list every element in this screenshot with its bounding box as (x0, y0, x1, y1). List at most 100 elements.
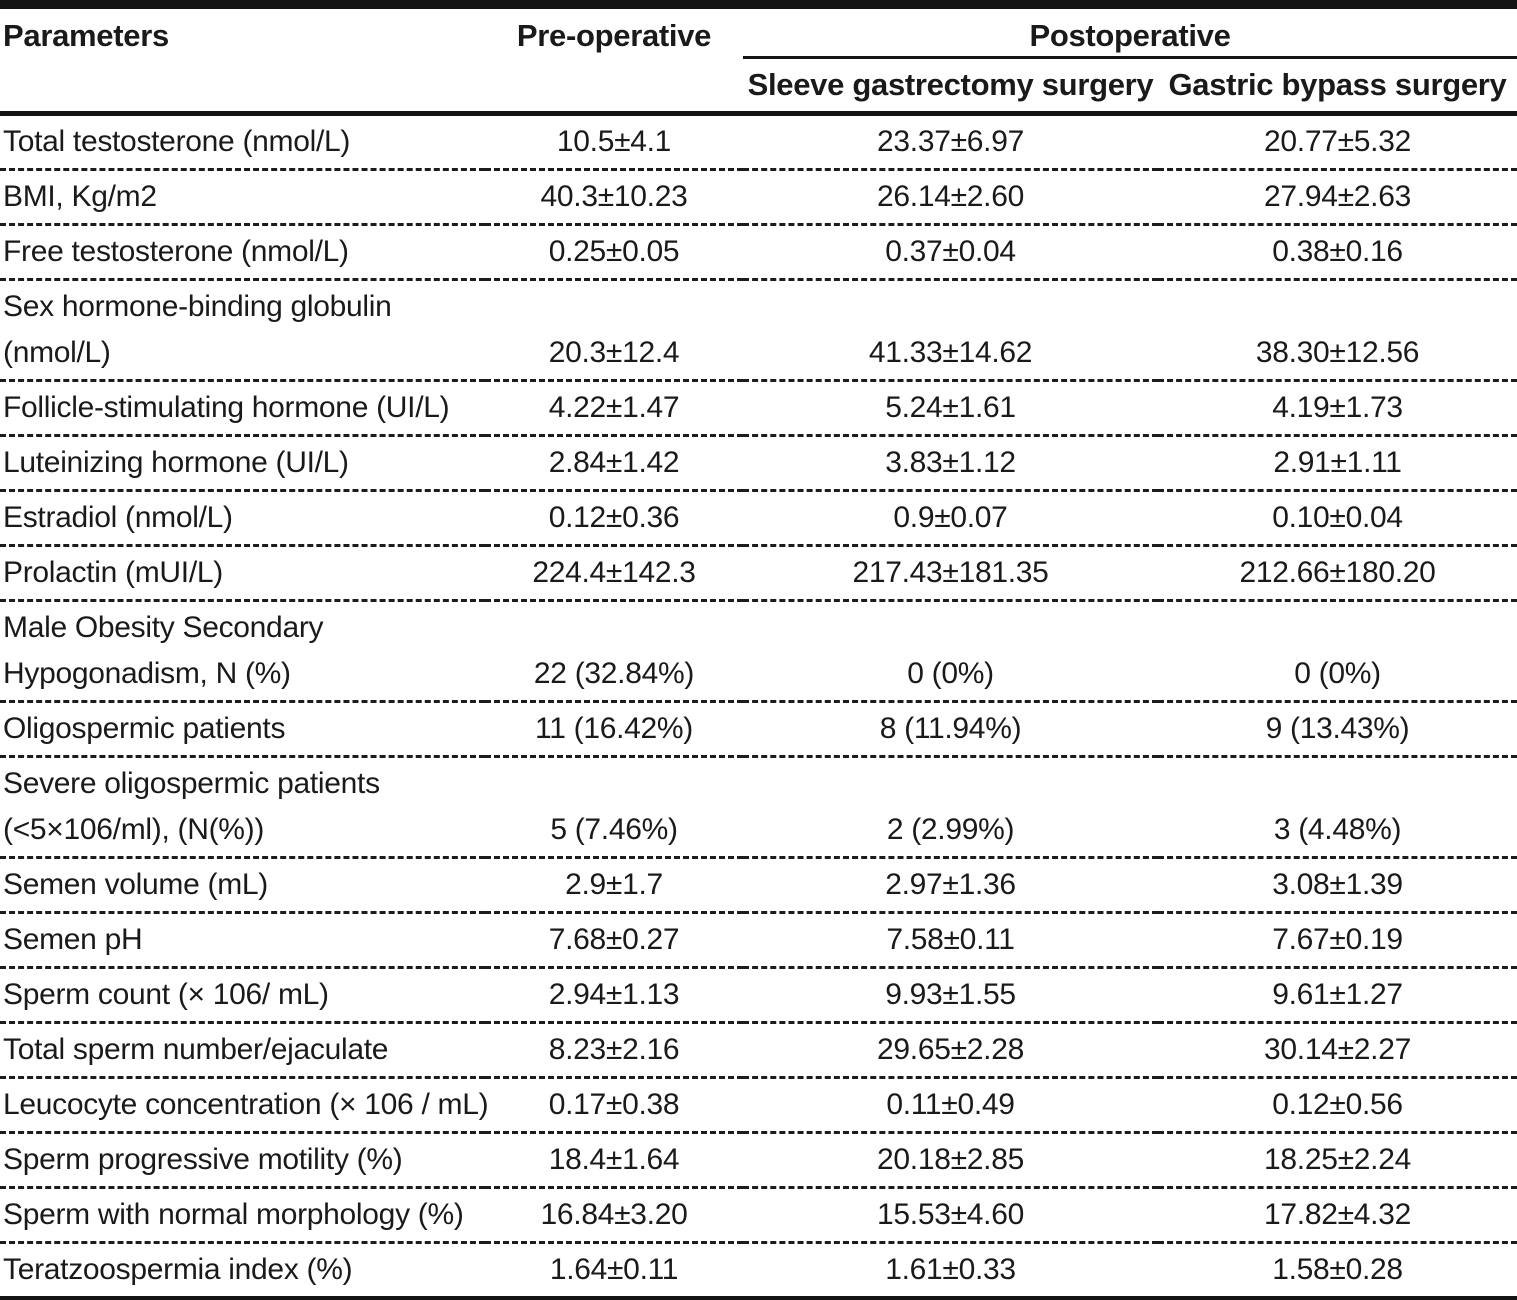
sleeve-gastrectomy-value-cell: 0.9±0.07 (893, 501, 1008, 534)
sleeve-gastrectomy-value-cell: 23.37±6.97 (877, 125, 1024, 158)
gastric-bypass-value-cell: 27.94±2.63 (1264, 180, 1411, 213)
pre-operative-value-cell: 2.84±1.42 (548, 446, 680, 479)
gastric-bypass-value-cell: 0.10±0.04 (1272, 501, 1403, 534)
pre-operative-value-cell: 20.3±12.4 (548, 336, 680, 369)
gastric-bypass-value-cell: 3 (4.48%) (1273, 813, 1402, 846)
table-row: Sperm with normal morphology (%) 16.84±3… (0, 1188, 1517, 1243)
gastric-bypass-value-cell: 38.30±12.56 (1255, 336, 1420, 369)
sleeve-gastrectomy-value-cell: 217.43±181.35 (852, 556, 1049, 589)
table-row: Follicle-stimulating hormone (UI/L) 4.22… (0, 381, 1517, 436)
gastric-bypass-value-cell: 0.12±0.56 (1272, 1088, 1403, 1121)
sleeve-gastrectomy-value-cell: 8 (11.94%) (879, 712, 1022, 745)
table-row: Luteinizing hormone (UI/L) 2.84±1.42 3.8… (0, 436, 1517, 491)
parameter-cell: Total sperm number/ejaculate (3, 1033, 389, 1066)
table-row: Prolactin (mUI/L) 224.4±142.3 217.43±181… (0, 546, 1517, 601)
sleeve-gastrectomy-value-cell: 2.97±1.36 (885, 868, 1016, 901)
table-row: Leucocyte concentration (× 106 / mL) 0.1… (0, 1078, 1517, 1133)
gastric-bypass-value-cell: 20.77±5.32 (1264, 125, 1411, 158)
gastric-bypass-value-cell: 18.25±2.24 (1264, 1143, 1411, 1176)
sleeve-gastrectomy-value-cell: 1.61±0.33 (885, 1253, 1016, 1286)
sleeve-gastrectomy-value-cell: 29.65±2.28 (877, 1033, 1024, 1066)
header-row-subcolumns: Sleeve gastrectomy surgery Gastric bypas… (0, 58, 1517, 114)
table-row: Oligospermic patients 11 (16.42%) 8 (11.… (0, 702, 1517, 757)
table-row: Sperm progressive motility (%) 18.4±1.64… (0, 1133, 1517, 1188)
gastric-bypass-value-cell: 3.08±1.39 (1272, 868, 1403, 901)
gastric-bypass-value-cell: 9 (13.43%) (1265, 712, 1410, 745)
column-group-header-postoperative: Postoperative (743, 4, 1517, 59)
parameter-cell: Estradiol (nmol/L) (3, 501, 233, 534)
parameter-cell: Follicle-stimulating hormone (UI/L) (3, 391, 450, 424)
table-row: Free testosterone (nmol/L) 0.25±0.05 0.3… (0, 225, 1517, 280)
sleeve-gastrectomy-value-cell: 9.93±1.55 (885, 978, 1016, 1011)
gastric-bypass-value-cell: 1.58±0.28 (1272, 1253, 1403, 1286)
parameter-cell: Semen pH (3, 923, 143, 956)
column-header-pre-operative: Pre-operative (516, 18, 712, 53)
sleeve-gastrectomy-value-cell: 41.33±14.62 (868, 336, 1033, 369)
table-row: Male Obesity Secondary Hypogonadism, N (… (0, 601, 1517, 702)
parameter-cell: Prolactin (mUI/L) (3, 556, 223, 589)
pre-operative-value-cell: 224.4±142.3 (532, 556, 696, 589)
gastric-bypass-value-cell: 4.19±1.73 (1272, 391, 1403, 424)
sleeve-gastrectomy-value-cell: 26.14±2.60 (877, 180, 1024, 213)
sleeve-gastrectomy-value-cell: 15.53±4.60 (877, 1198, 1024, 1231)
parameter-cell: Sex hormone-binding globulin (nmol/L) (3, 290, 392, 369)
parameter-cell: Oligospermic patients (3, 712, 286, 745)
table-row: BMI, Kg/m2 40.3±10.23 26.14±2.60 27.94±2… (0, 170, 1517, 225)
table-row: Severe oligospermic patients (<5×106/ml)… (0, 757, 1517, 858)
pre-operative-value-cell: 22 (32.84%) (533, 657, 695, 690)
pre-operative-value-cell: 4.22±1.47 (548, 391, 680, 424)
column-header-gastric-bypass: Gastric bypass surgery (1168, 67, 1507, 102)
parameter-cell: Leucocyte concentration (× 106 / mL) (3, 1088, 489, 1121)
gastric-bypass-value-cell: 212.66±180.20 (1239, 556, 1436, 589)
column-header-sleeve-gastrectomy: Sleeve gastrectomy surgery (747, 67, 1154, 102)
gastric-bypass-value-cell: 0 (0%) (1294, 657, 1381, 690)
gastric-bypass-value-cell: 7.67±0.19 (1272, 923, 1403, 956)
gastric-bypass-value-cell: 30.14±2.27 (1264, 1033, 1411, 1066)
table-row: Estradiol (nmol/L) 0.12±0.36 0.9±0.07 0.… (0, 491, 1517, 546)
parameter-cell: Male Obesity Secondary Hypogonadism, N (… (3, 611, 324, 690)
pre-operative-value-cell: 2.94±1.13 (548, 978, 680, 1011)
sleeve-gastrectomy-value-cell: 2 (2.99%) (886, 813, 1015, 846)
sleeve-gastrectomy-value-cell: 0 (0%) (907, 657, 994, 690)
pre-operative-value-cell: 8.23±2.16 (548, 1033, 680, 1066)
pre-operative-value-cell: 16.84±3.20 (540, 1198, 688, 1231)
pre-operative-value-cell: 2.9±1.7 (565, 868, 663, 901)
parameter-cell: Teratzoospermia index (%) (3, 1253, 353, 1286)
gastric-bypass-value-cell: 17.82±4.32 (1264, 1198, 1411, 1231)
gastric-bypass-value-cell: 0.38±0.16 (1272, 235, 1403, 268)
sleeve-gastrectomy-value-cell: 7.58±0.11 (886, 923, 1015, 956)
pre-operative-value-cell: 0.12±0.36 (548, 501, 680, 534)
table-row: Semen pH 7.68±0.27 7.58±0.11 7.67±0.19 (0, 913, 1517, 968)
pre-operative-value-cell: 7.68±0.27 (548, 923, 680, 956)
table-body: Total testosterone (nmol/L) 10.5±4.1 23.… (0, 114, 1517, 1298)
parameter-cell: Free testosterone (nmol/L) (3, 235, 349, 268)
table-row: Semen volume (mL) 2.9±1.7 2.97±1.36 3.08… (0, 858, 1517, 913)
header-row-groups: Parameters Pre-operative Postoperative (0, 4, 1517, 59)
pre-operative-value-cell: 5 (7.46%) (550, 813, 678, 846)
parameter-cell: Sperm count (× 106/ mL) (3, 978, 329, 1011)
parameter-cell: Severe oligospermic patients (<5×106/ml)… (3, 767, 380, 846)
table-row: Teratzoospermia index (%) 1.64±0.11 1.61… (0, 1243, 1517, 1298)
gastric-bypass-value-cell: 2.91±1.11 (1273, 446, 1402, 479)
pre-operative-value-cell: 1.64±0.11 (549, 1253, 679, 1286)
parameter-cell: Sperm with normal morphology (%) (3, 1198, 464, 1231)
sleeve-gastrectomy-value-cell: 5.24±1.61 (885, 391, 1016, 424)
parameter-cell: Sperm progressive motility (%) (3, 1143, 403, 1176)
pre-operative-value-cell: 0.25±0.05 (548, 235, 680, 268)
pre-operative-value-cell: 40.3±10.23 (540, 180, 688, 213)
table-row: Sperm count (× 106/ mL) 2.94±1.13 9.93±1… (0, 968, 1517, 1023)
sleeve-gastrectomy-value-cell: 3.83±1.12 (885, 446, 1016, 479)
parameter-cell: Total testosterone (nmol/L) (3, 125, 351, 158)
table-row: Total testosterone (nmol/L) 10.5±4.1 23.… (0, 114, 1517, 170)
pre-operative-value-cell: 0.17±0.38 (548, 1088, 680, 1121)
pre-operative-value-cell: 18.4±1.64 (548, 1143, 680, 1176)
parameter-cell: Semen volume (mL) (3, 868, 268, 901)
column-header-parameters: Parameters (3, 18, 169, 53)
table-header: Parameters Pre-operative Postoperative S… (0, 4, 1517, 114)
gastric-bypass-value-cell: 9.61±1.27 (1272, 978, 1403, 1011)
table-row: Sex hormone-binding globulin (nmol/L) 20… (0, 280, 1517, 381)
sleeve-gastrectomy-value-cell: 0.11±0.49 (886, 1088, 1015, 1121)
parameter-cell: Luteinizing hormone (UI/L) (3, 446, 349, 479)
pre-operative-value-cell: 11 (16.42%) (535, 712, 693, 745)
